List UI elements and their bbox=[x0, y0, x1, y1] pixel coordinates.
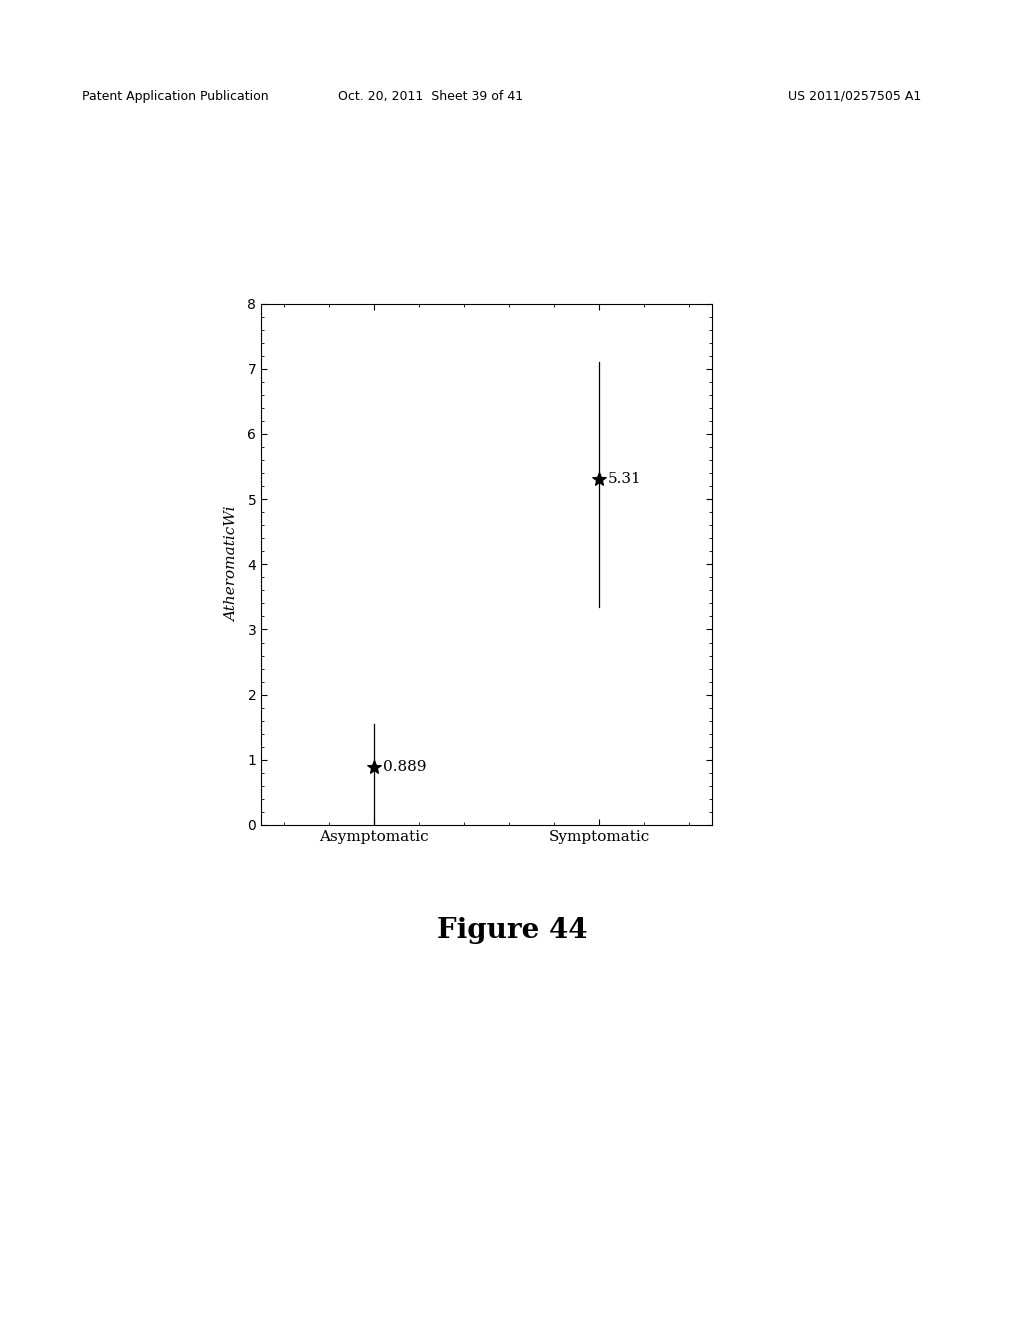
Text: 0.889: 0.889 bbox=[383, 760, 426, 774]
Text: Figure 44: Figure 44 bbox=[437, 917, 587, 944]
Text: US 2011/0257505 A1: US 2011/0257505 A1 bbox=[788, 90, 922, 103]
Y-axis label: AtheromaticWi: AtheromaticWi bbox=[225, 507, 239, 622]
Text: Oct. 20, 2011  Sheet 39 of 41: Oct. 20, 2011 Sheet 39 of 41 bbox=[338, 90, 522, 103]
Text: Patent Application Publication: Patent Application Publication bbox=[82, 90, 268, 103]
Text: 5.31: 5.31 bbox=[608, 473, 642, 486]
